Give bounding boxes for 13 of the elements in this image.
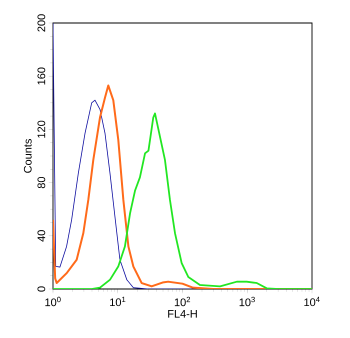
x-tick-label: 10$^{0}$ (45, 296, 61, 306)
y-tick-label: 120 (37, 120, 46, 138)
y-tick-label: 160 (37, 68, 46, 85)
y-tick-label: 0 (37, 286, 46, 292)
y-axis-title: Counts (24, 139, 32, 173)
y-tick-label: 80 (37, 176, 46, 188)
x-tick-label: 10$^{3}$ (240, 296, 255, 306)
x-tick-label: 10$^{1}$ (110, 296, 126, 306)
x-tick-label: 10$^{4}$ (304, 296, 320, 306)
x-axis-title: FL4-H (168, 310, 197, 318)
y-tick-label: 40 (37, 230, 46, 242)
y-tick-label: 200 (37, 14, 46, 32)
x-tick-label: 10$^{2}$ (174, 296, 190, 306)
